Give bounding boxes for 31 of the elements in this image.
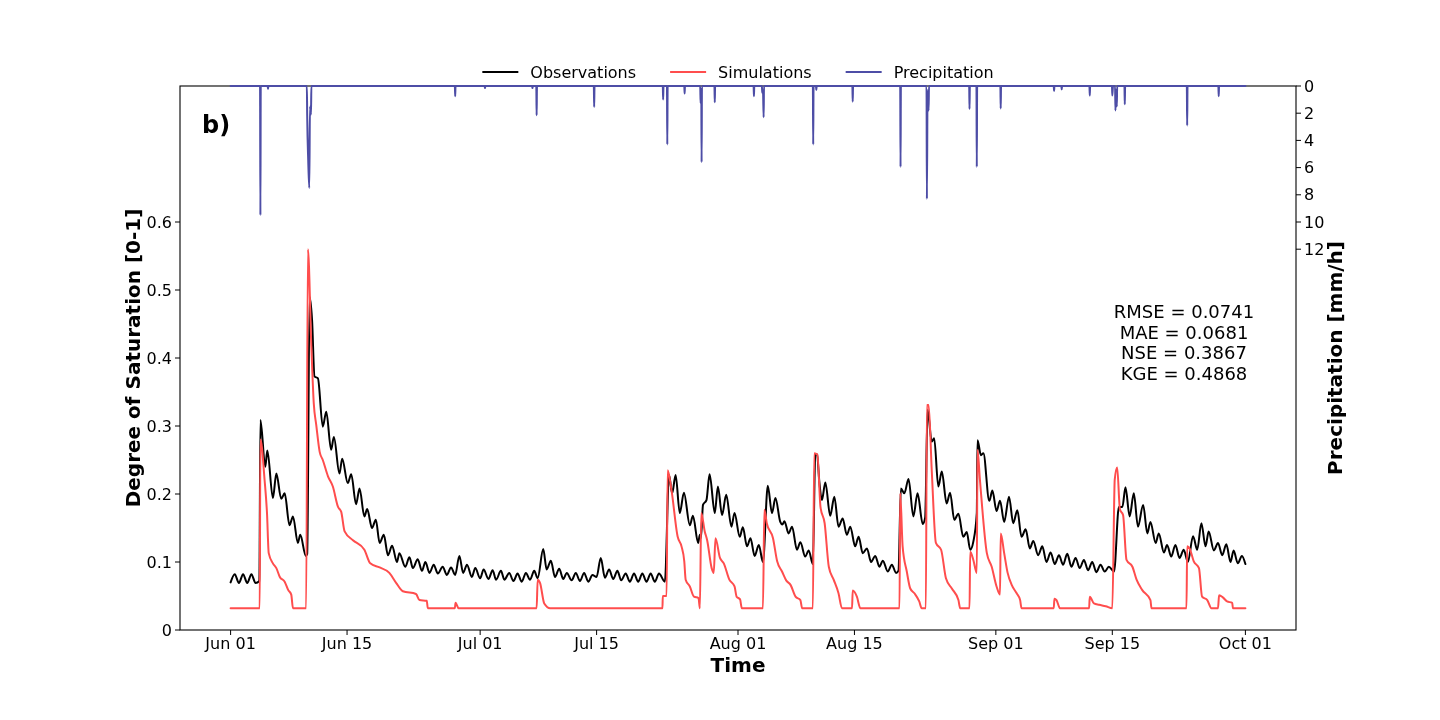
y2-tick-label: 6: [1304, 158, 1315, 178]
y-tick-label: 0: [161, 620, 172, 640]
x-tick-label: Aug 15: [826, 634, 883, 653]
x-tick-label: Jul 15: [573, 634, 619, 653]
x-axis-title: Time: [710, 653, 766, 677]
y-tick-label: 0.1: [146, 552, 172, 572]
y2-tick-label: 2: [1304, 103, 1315, 123]
x-tick-label: Sep 01: [968, 634, 1024, 653]
y2-tick-label: 10: [1304, 212, 1325, 232]
x-tick-label: Jul 01: [456, 634, 503, 653]
y2-axis-title: Precipitation [mm/h]: [1323, 241, 1347, 475]
legend-label: Precipitation: [893, 63, 994, 82]
y-tick-label: 0.5: [146, 280, 172, 300]
y-tick-label: 0.2: [146, 484, 172, 504]
x-tick-label: Aug 01: [709, 634, 767, 653]
y2-tick-label: 12: [1304, 239, 1325, 259]
x-tick-label: Oct 01: [1218, 634, 1272, 653]
y2-tick-label: 4: [1304, 130, 1315, 150]
y2-tick-label: 0: [1304, 76, 1315, 96]
x-tick-label: Jun 01: [204, 634, 256, 653]
x-tick-label: Jun 15: [320, 634, 373, 653]
annotation: b): [202, 111, 231, 139]
y-axis-title: Degree of Saturation [0-1]: [121, 208, 145, 508]
y-tick-label: 0.6: [146, 212, 172, 232]
annotation: RMSE = 0.0741 MAE = 0.0681 NSE = 0.3867 KGE = 0.4868: [1113, 301, 1255, 385]
y2-tick-label: 8: [1304, 185, 1315, 205]
legend-label: Observations: [530, 63, 637, 82]
y-tick-label: 0.4: [146, 348, 172, 368]
y-tick-label: 0.3: [146, 416, 172, 436]
legend-label: Simulations: [718, 63, 812, 82]
x-tick-label: Sep 15: [1084, 634, 1141, 653]
